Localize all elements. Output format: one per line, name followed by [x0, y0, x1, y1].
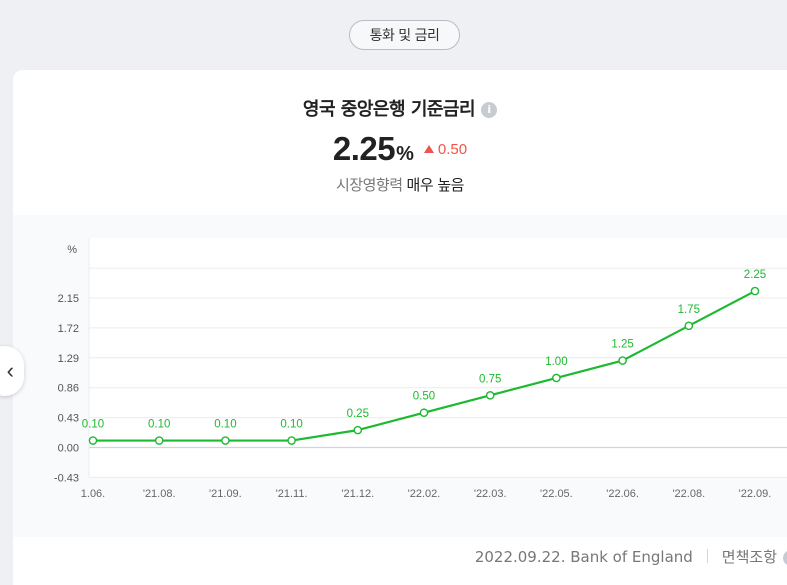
info-icon[interactable]: i	[481, 102, 498, 118]
source-text: 2022.09.22. Bank of England	[474, 548, 693, 566]
y-tick-label: 1.72	[58, 323, 79, 335]
card-title: 영국 중앙은행 기준금리	[302, 99, 476, 120]
footer: 2022.09.22. Bank of England 면책조항?	[29, 546, 787, 576]
y-tick-label: 0.86	[58, 383, 79, 395]
chart-area: % 2.15 1.72 1.29 0.86 0.43 0.00 -0.43 1.06. '21.0…	[13, 215, 787, 537]
x-tick-label: '22.06.	[606, 488, 639, 500]
x-tick-label: '21.09.	[209, 488, 242, 500]
x-tick-label: '22.03.	[474, 488, 507, 500]
data-label: 0.50	[413, 391, 435, 403]
data-point	[750, 286, 760, 296]
chevron-left-icon: ‹	[6, 358, 14, 383]
x-tick-label: '22.09.	[739, 488, 772, 500]
data-label: 0.75	[479, 373, 501, 385]
data-point	[154, 436, 164, 445]
influence-value: 매우 높음	[406, 176, 465, 194]
up-arrow-icon	[423, 145, 434, 153]
data-label: 0.10	[280, 419, 302, 431]
x-tick-label: '22.02.	[408, 488, 441, 500]
data-label: 0.10	[214, 419, 236, 431]
x-tick-label: '22.05.	[540, 488, 573, 500]
rate-change-value: 0.50	[437, 141, 468, 158]
rate-unit: %	[396, 143, 414, 165]
y-tick-label: 1.29	[58, 353, 79, 365]
rate-value: 2.25	[332, 130, 396, 167]
influence-label: 시장영향력	[336, 176, 403, 194]
data-point	[88, 436, 98, 445]
data-point	[485, 391, 495, 400]
data-label: 1.25	[611, 339, 633, 351]
question-icon[interactable]: ?	[783, 550, 787, 566]
rate-line-chart: % 2.15 1.72 1.29 0.86 0.43 0.00 -0.431.06. '21.0…	[54, 238, 787, 500]
data-point	[221, 436, 230, 445]
data-point	[552, 373, 561, 383]
y-tick-label: -0.43	[54, 472, 79, 484]
rate-change: 0.50	[423, 141, 468, 158]
data-label: 0.25	[347, 408, 369, 420]
data-point	[287, 436, 296, 445]
data-label: 0.10	[82, 419, 104, 431]
x-tick-label: '21.12.	[341, 488, 374, 500]
y-tick-label: 0.00	[58, 443, 79, 455]
x-tick-label: 1.06.	[81, 488, 105, 500]
disclaimer-link[interactable]: 면책조항	[721, 548, 777, 566]
rate-row: 2.25% 0.50	[13, 130, 787, 168]
market-influence: 시장영향력 매우 높음	[13, 174, 787, 195]
tab-currency-interest[interactable]: 통화 및 금리	[349, 20, 460, 50]
x-tick-label: '21.11.	[276, 488, 308, 500]
card-title-row: 영국 중앙은행 기준금리 i	[13, 95, 787, 121]
rate-card: 영국 중앙은행 기준금리 i 2.25% 0.50 시장영향력 매우 높음 % 2.15…	[13, 70, 787, 585]
data-label: 1.75	[678, 304, 700, 316]
x-tick-label: '21.08.	[143, 488, 176, 500]
data-point	[684, 321, 694, 331]
y-tick-label: 2.15	[58, 293, 79, 305]
data-label: 1.00	[545, 356, 567, 368]
y-axis-unit: %	[67, 244, 77, 256]
data-point	[618, 356, 627, 365]
footer-divider	[706, 549, 708, 563]
data-label: 2.25	[744, 269, 766, 281]
data-label: 0.10	[148, 419, 170, 431]
y-tick-label: 0.43	[58, 413, 79, 425]
prev-arrow-button[interactable]: ‹	[0, 346, 24, 396]
data-point	[353, 425, 363, 435]
x-tick-label: '22.08.	[672, 488, 705, 500]
data-point	[419, 408, 429, 418]
